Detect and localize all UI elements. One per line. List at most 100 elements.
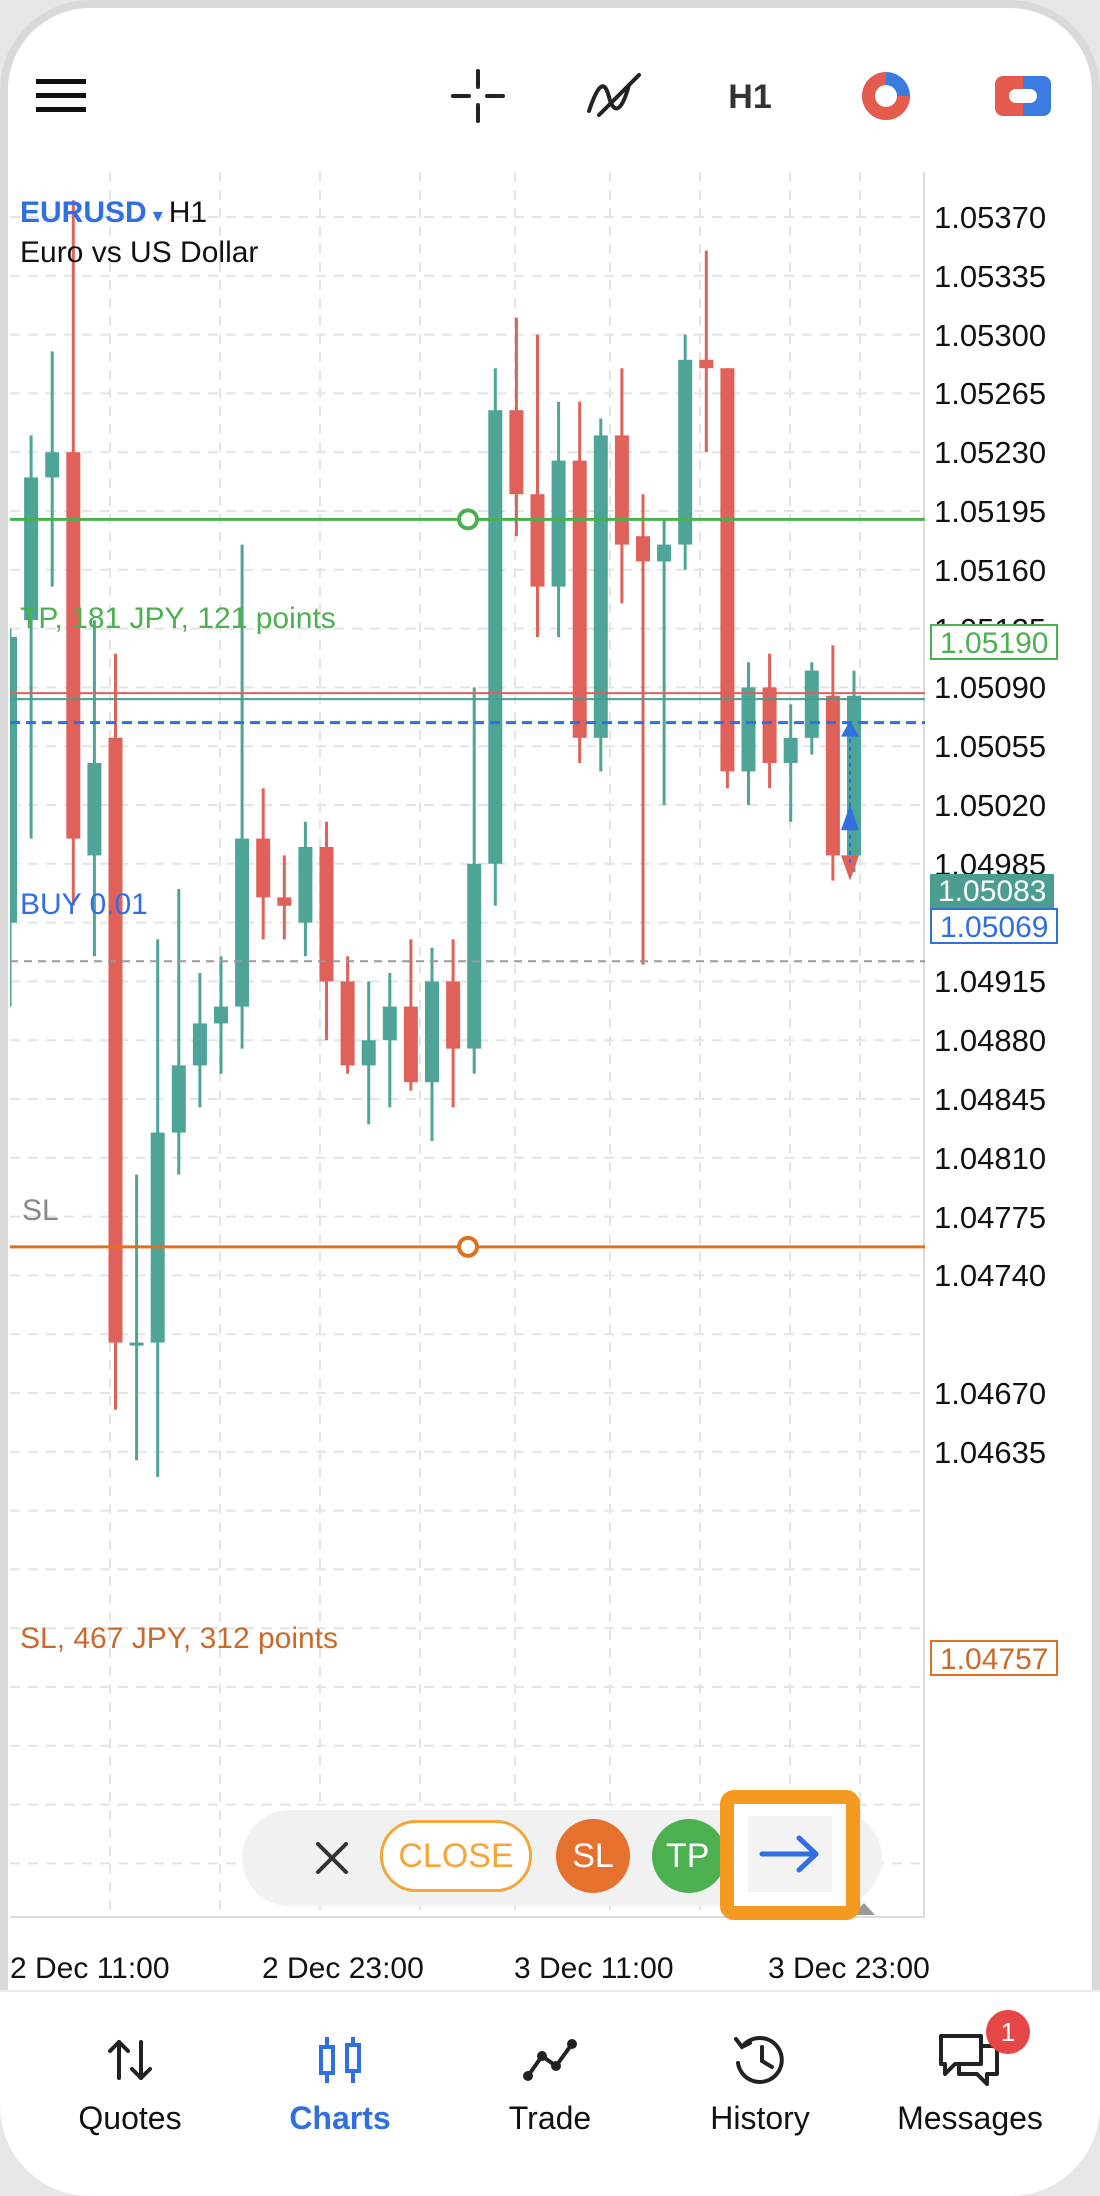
- highlight-frame: [720, 1790, 860, 1920]
- nav-trade[interactable]: Trade: [450, 1992, 650, 2142]
- nav-label: Quotes: [78, 2100, 182, 2136]
- candle-body: [340, 981, 355, 1066]
- price-axis-label: 1.04845: [934, 1082, 1047, 1117]
- sl-drag-handle: [457, 1235, 479, 1258]
- history-icon: [660, 2030, 860, 2090]
- trade-exit-marker: [841, 855, 859, 881]
- candle-body: [720, 368, 735, 772]
- candle-body: [509, 410, 524, 495]
- price-axis-label: 1.04670: [934, 1376, 1047, 1411]
- candle-body: [24, 477, 39, 621]
- price-axis-label: 1.05055: [934, 729, 1047, 765]
- symbol-name: EURUSD: [20, 196, 147, 229]
- time-label: 3 Dec 23:00: [768, 1952, 930, 1985]
- price-axis-label: 1.05230: [934, 435, 1047, 471]
- nav-charts[interactable]: Charts: [240, 1992, 440, 2142]
- indicators-icon[interactable]: [582, 68, 646, 124]
- sl-line-label[interactable]: SL, 467 JPY, 312 points: [20, 1622, 339, 1655]
- candle-body: [825, 695, 840, 856]
- candle-body: [235, 838, 250, 1007]
- nav-messages[interactable]: Messages: [870, 1992, 1070, 2142]
- nav-quotes[interactable]: Quotes: [30, 1992, 230, 2142]
- price-axis-label: 1.05195: [934, 494, 1047, 529]
- price-axis-label: 1.05265: [934, 376, 1047, 412]
- next-arrow-button[interactable]: [748, 1816, 832, 1892]
- symbol-timeframe: H1: [168, 196, 208, 229]
- candle-body: [361, 1040, 376, 1066]
- nav-label: Messages: [897, 2100, 1043, 2136]
- nav-label: Trade: [508, 2100, 592, 2136]
- candle-body: [446, 981, 461, 1049]
- candle-body: [572, 460, 587, 738]
- objects-icon[interactable]: [854, 68, 918, 124]
- price-axis-label: 1.04740: [934, 1258, 1047, 1294]
- candle-body: [192, 1023, 207, 1066]
- tp-line-label[interactable]: TP, 181 JPY, 121 points: [20, 602, 336, 635]
- candle-body: [66, 452, 81, 839]
- set-sl-button[interactable]: SL: [556, 1819, 630, 1893]
- candle-body: [530, 494, 545, 587]
- candle-body: [150, 1132, 165, 1343]
- buy-price-tag: 1.05069: [930, 908, 1059, 944]
- price-axis-label: 1.05335: [934, 258, 1047, 294]
- close-position-button[interactable]: CLOSE: [380, 1820, 532, 1892]
- candle-body: [762, 687, 777, 763]
- messages-badge: 1: [986, 2010, 1030, 2054]
- messages-icon: [870, 2030, 1070, 2090]
- price-axis-label: 1.04915: [934, 964, 1047, 1000]
- charts-icon: [240, 2030, 440, 2090]
- candle-body: [277, 897, 292, 906]
- candle-body: [256, 838, 271, 898]
- price-axis: 1.05370 1.05335 1.05300 1.05265 1.05230 1.051…: [930, 172, 1100, 1947]
- tp-price-tag: 1.05190: [930, 624, 1059, 660]
- close-icon[interactable]: [300, 1826, 364, 1890]
- candle-body: [382, 1006, 397, 1041]
- crosshair-icon[interactable]: [446, 68, 510, 124]
- price-axis-label: 1.05020: [934, 788, 1047, 823]
- menu-icon[interactable]: [30, 70, 92, 122]
- timeframe-button[interactable]: H1: [728, 77, 772, 116]
- candle-body: [403, 1006, 418, 1083]
- candle-body: [319, 847, 334, 982]
- time-label: 2 Dec 23:00: [262, 1952, 424, 1985]
- sl-price-tag: 1.04757: [930, 1640, 1059, 1676]
- candle-body: [87, 763, 102, 856]
- candle-body: [699, 359, 714, 369]
- time-label: 2 Dec 11:00: [10, 1952, 170, 1985]
- bid-price-tag: 1.05083: [930, 874, 1055, 910]
- candle-body: [214, 1006, 228, 1024]
- set-tp-button[interactable]: TP: [652, 1819, 726, 1893]
- candle-body: [783, 737, 798, 763]
- one-click-trading-icon[interactable]: [994, 74, 1052, 118]
- buy-line-label[interactable]: BUY 0.01: [20, 888, 148, 921]
- price-axis-label: 1.04810: [934, 1140, 1047, 1176]
- nav-label: History: [710, 2100, 810, 2136]
- chart-toolbar: H1: [0, 0, 1100, 170]
- candle-body: [467, 863, 482, 1049]
- arrow-right-icon: [759, 1835, 819, 1873]
- symbol-description: Euro vs US Dollar: [20, 236, 259, 269]
- candle-body: [129, 1342, 144, 1346]
- price-axis-label: 1.04775: [934, 1199, 1047, 1235]
- candle-body: [298, 847, 313, 923]
- candle-body: [636, 536, 650, 562]
- candle-body: [741, 687, 756, 772]
- trade-marker: [841, 805, 859, 831]
- candlestick-chart[interactable]: [10, 172, 925, 1947]
- symbol-selector[interactable]: EURUSD ▾ H1: [20, 196, 207, 230]
- nav-history[interactable]: History: [660, 1992, 860, 2142]
- candle-body: [847, 695, 861, 856]
- price-axis-label: 1.04880: [934, 1023, 1047, 1059]
- trade-entry-marker: [841, 720, 859, 737]
- price-chart[interactable]: [10, 172, 925, 1947]
- time-label: 3 Dec 11:00: [514, 1952, 674, 1985]
- trade-icon: [450, 2030, 650, 2090]
- price-axis-label: 1.05300: [934, 317, 1047, 353]
- candle-body: [488, 410, 503, 864]
- chevron-down-icon: ▾: [152, 205, 163, 227]
- quotes-icon: [30, 2030, 230, 2090]
- candle-body: [551, 460, 566, 587]
- sl-hint-label: SL: [22, 1194, 59, 1227]
- candle-body: [171, 1065, 186, 1133]
